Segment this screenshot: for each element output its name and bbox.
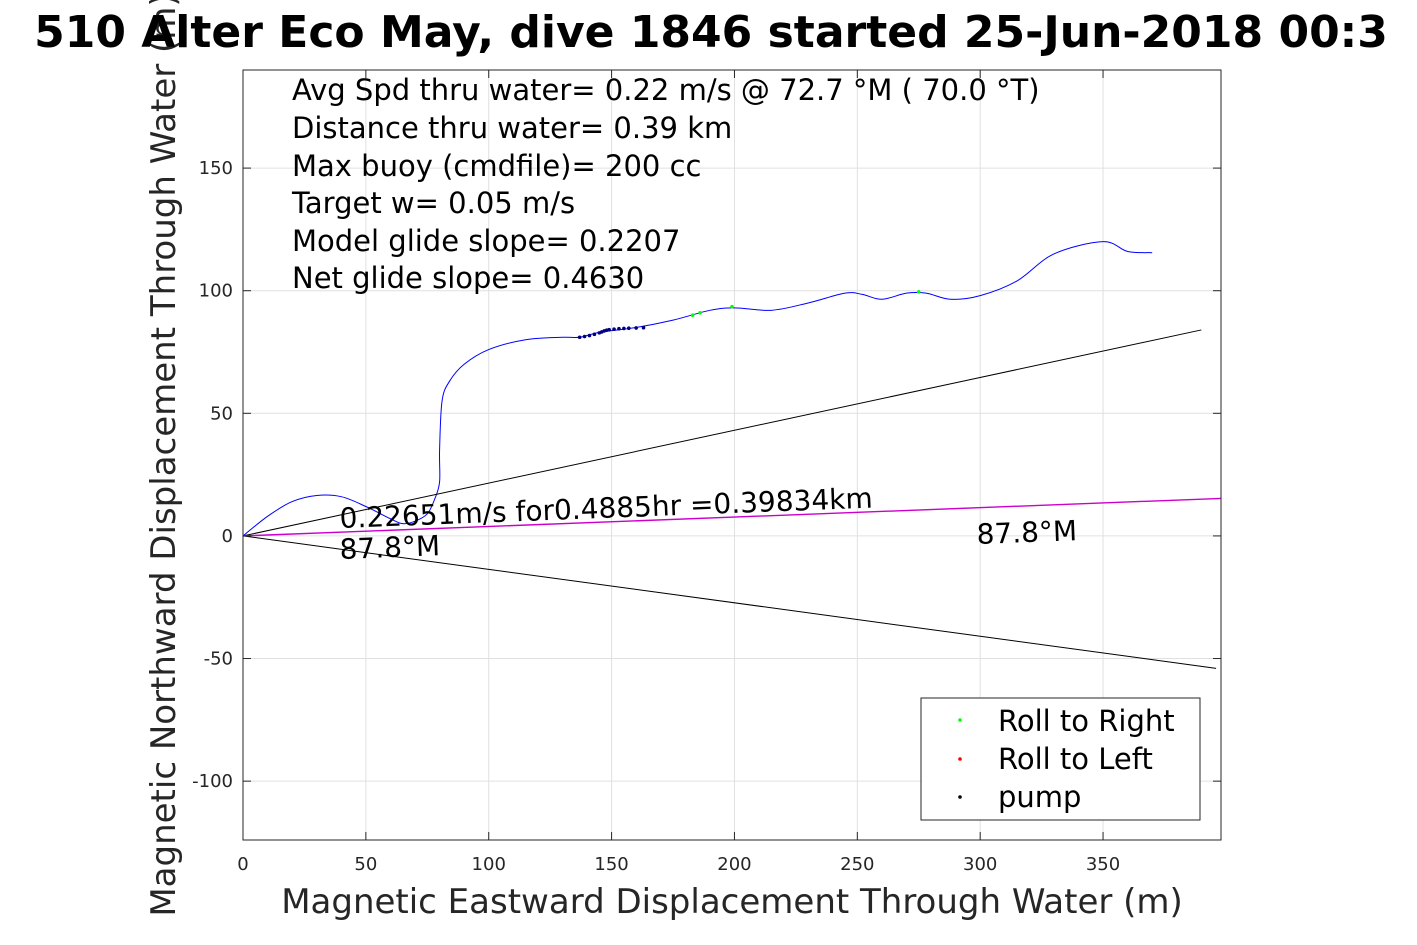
y-tick-label: 100: [199, 281, 233, 302]
heading-annotation-near: 87.8°M: [339, 529, 441, 566]
stat-model-glide-slope: Model glide slope= 0.2207: [292, 224, 680, 258]
pump-point: [582, 334, 587, 339]
pump-point: [587, 333, 592, 338]
grid-lines: [243, 70, 1221, 840]
x-tick-label: 200: [717, 854, 751, 875]
pump-point: [622, 326, 626, 331]
legend-box: [920, 697, 1201, 821]
pump-point: [607, 327, 611, 332]
stat-avg-speed: Avg Spd thru water= 0.22 m/s @ 72.7 °M (…: [292, 73, 1040, 107]
legend-label-pump: pump: [998, 780, 1081, 814]
stat-net-glide-slope: Net glide slope= 0.4630: [292, 261, 644, 295]
chart-title: 510 Alter Eco May, dive 1846 started 25-…: [34, 7, 1388, 58]
x-tick-label: 350: [1086, 854, 1120, 875]
roll_right-point: [730, 304, 734, 309]
pump-point: [626, 326, 631, 331]
legend-marker-roll-right: [958, 718, 962, 722]
x-tick-label: 300: [963, 854, 997, 875]
tick-layer: 0 50 100 150 200 250 300 350 -100 -50 0 50 100 150: [192, 70, 1221, 875]
x-tick-label: 150: [594, 854, 628, 875]
legend-marker-roll-left: [958, 757, 962, 761]
pump-point: [612, 327, 616, 332]
x-tick-label: 100: [472, 854, 506, 875]
axes-box: [242, 69, 1222, 841]
y-tick-label: 50: [210, 403, 233, 424]
legend-label-roll-right: Roll to Right: [998, 704, 1175, 738]
marker-layer: [577, 290, 921, 340]
pump-point: [634, 326, 638, 330]
legend-marker-pump: [958, 795, 962, 799]
y-tick-label: -50: [204, 649, 233, 670]
roll_right-point: [698, 310, 702, 315]
pump-point: [577, 335, 582, 340]
pump-point: [592, 332, 597, 337]
heading-annotation-far: 87.8°M: [976, 514, 1078, 551]
stats-block: Avg Spd thru water= 0.22 m/s @ 72.7 °M (…: [291, 73, 1040, 295]
roll_right-point: [916, 290, 921, 294]
pump-point: [641, 325, 646, 330]
x-tick-label: 0: [237, 854, 248, 875]
series-current_vector: [242, 497, 1222, 537]
y-tick-label: 0: [222, 526, 233, 547]
pump-point: [617, 326, 621, 331]
y-axis-label: Magnetic Northward Displacement Through …: [144, 0, 184, 917]
legend: Roll to Right Roll to Left pump: [920, 697, 1201, 821]
roll_right-point: [690, 313, 695, 318]
y-tick-label: -100: [192, 771, 233, 792]
x-tick-label: 50: [354, 854, 377, 875]
x-axis-label: Magnetic Eastward Displacement Through W…: [281, 882, 1183, 922]
legend-label-roll-left: Roll to Left: [998, 742, 1153, 776]
x-tick-label: 250: [840, 854, 874, 875]
stat-max-buoy: Max buoy (cmdfile)= 200 cc: [292, 149, 701, 183]
series-lower_bound: [242, 535, 1217, 669]
stat-distance: Distance thru water= 0.39 km: [292, 111, 732, 145]
series-upper_bound: [242, 329, 1202, 537]
stat-target-w: Target w= 0.05 m/s: [291, 186, 575, 220]
y-tick-label: 150: [199, 158, 233, 179]
